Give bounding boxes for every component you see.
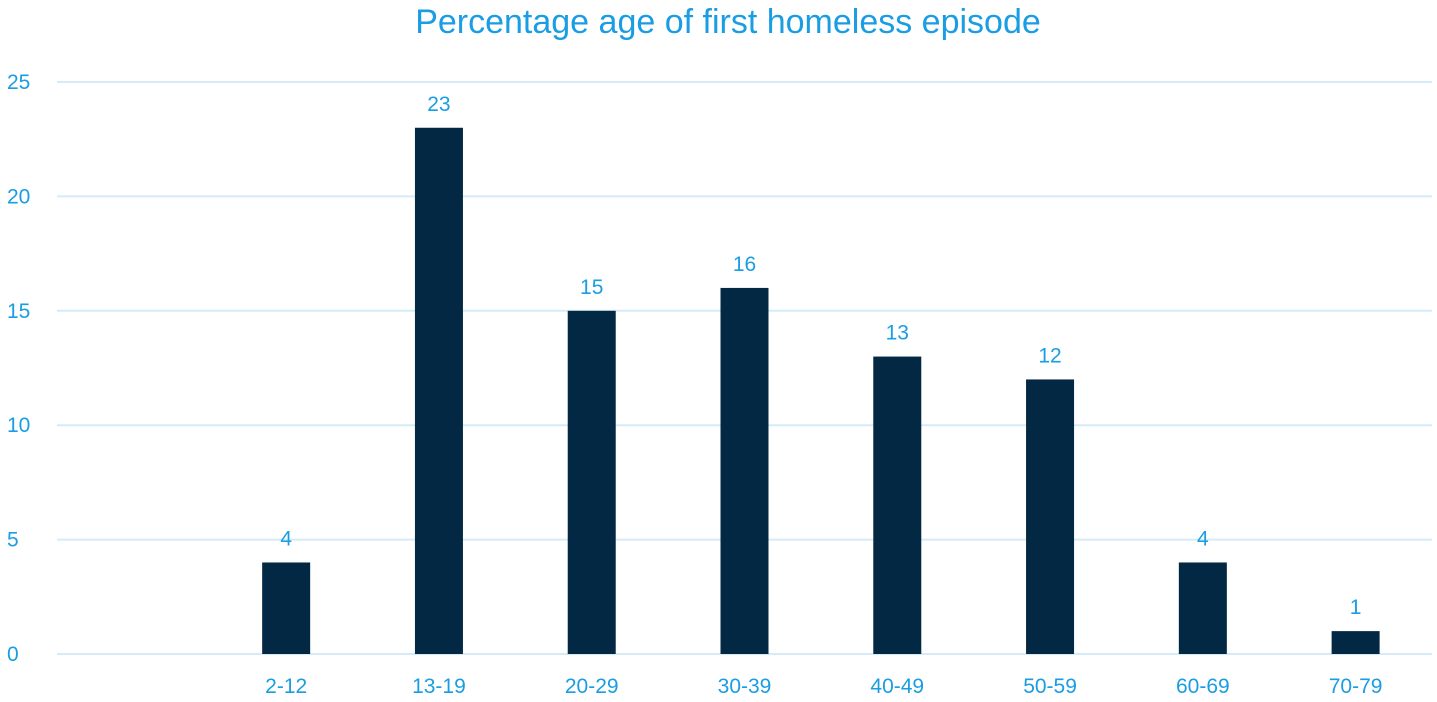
bar [720, 287, 769, 654]
x-axis: 2-12 13-19 20-29 30-39 40-49 50-59 60-69 70-79 [265, 675, 1382, 698]
data-label: 4 [1197, 527, 1209, 550]
bar [262, 562, 311, 654]
y-tick-label: 20 [7, 185, 30, 208]
x-tick-label: 60-69 [1176, 675, 1230, 698]
x-tick-label: 20-29 [565, 675, 619, 698]
x-tick-label: 2-12 [265, 675, 307, 698]
x-tick-label: 30-39 [718, 675, 772, 698]
bar [1331, 631, 1380, 654]
x-tick-label: 40-49 [870, 675, 924, 698]
data-labels: 4 23 15 16 13 12 4 1 [280, 93, 1361, 619]
data-label: 13 [886, 322, 909, 345]
data-label: 15 [580, 276, 603, 299]
x-tick-label: 50-59 [1023, 675, 1077, 698]
bar [567, 310, 616, 654]
bar [414, 127, 463, 654]
y-tick-label: 25 [7, 71, 30, 94]
data-label: 12 [1038, 344, 1061, 367]
data-label: 4 [280, 527, 292, 550]
bars [262, 127, 1380, 654]
bar [873, 356, 922, 654]
chart-title: Percentage age of first homeless episode [415, 3, 1041, 41]
data-label: 1 [1350, 596, 1362, 619]
data-label: 23 [427, 93, 450, 116]
data-label: 16 [733, 253, 756, 276]
y-tick-label: 5 [7, 529, 19, 552]
y-tick-label: 0 [7, 643, 19, 666]
x-tick-label: 70-79 [1329, 675, 1383, 698]
y-tick-label: 15 [7, 300, 30, 323]
bar [1026, 379, 1075, 654]
y-tick-label: 10 [7, 414, 30, 437]
bar [1178, 562, 1227, 654]
x-tick-label: 13-19 [412, 675, 466, 698]
y-axis: 0 5 10 15 20 25 [7, 71, 30, 666]
